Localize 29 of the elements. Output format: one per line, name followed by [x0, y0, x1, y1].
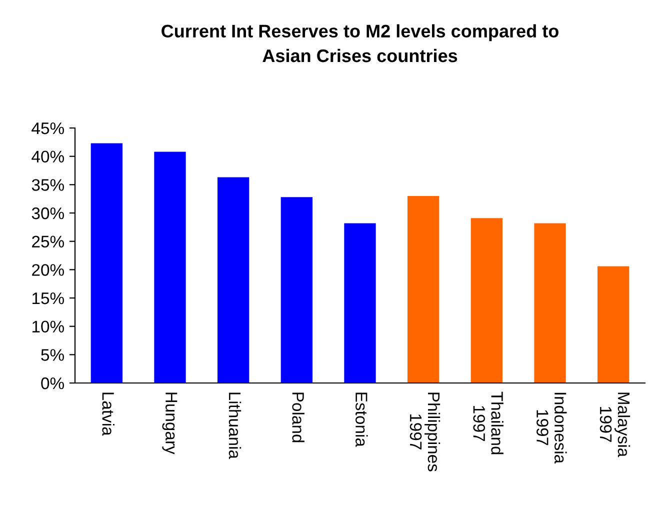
- x-tick-label: Malaysia 1997: [600, 392, 630, 458]
- x-tick-label: Hungary: [162, 392, 178, 454]
- y-tick-label: 30%: [32, 207, 64, 220]
- x-tick-label: Estonia: [356, 392, 368, 447]
- x-tick-label: Philippines 1997: [410, 392, 440, 472]
- y-tick-label: 35%: [32, 179, 64, 191]
- y-tick-label: 15%: [32, 292, 64, 304]
- bar: [154, 152, 186, 383]
- y-tick-label: 0%: [41, 377, 64, 390]
- y-tick-label: 10%: [32, 320, 64, 333]
- bar: [90, 143, 122, 383]
- bar: [534, 223, 566, 383]
- y-tick-label: 25%: [32, 236, 64, 248]
- x-tick-label: Latvia: [102, 392, 114, 436]
- chart-title: Current Int Reserves to M2 levels compared to Asian Crises countries: [162, 24, 558, 62]
- x-tick-label: Lithuania: [228, 392, 242, 459]
- bar: [598, 266, 630, 383]
- bar: [280, 197, 312, 383]
- bar: [218, 177, 250, 383]
- x-tick-label: Indonesia 1997: [536, 392, 567, 464]
- x-tick-label: Thailand 1997: [473, 392, 504, 454]
- y-tick-label: 40%: [32, 150, 64, 163]
- y-tick-label: 5%: [41, 349, 64, 361]
- y-tick-label: 45%: [32, 122, 64, 134]
- bar: [344, 223, 376, 383]
- bar: [408, 196, 440, 383]
- bar: [470, 218, 502, 383]
- y-tick-label: 20%: [32, 264, 64, 276]
- x-tick-label: Poland: [292, 392, 304, 442]
